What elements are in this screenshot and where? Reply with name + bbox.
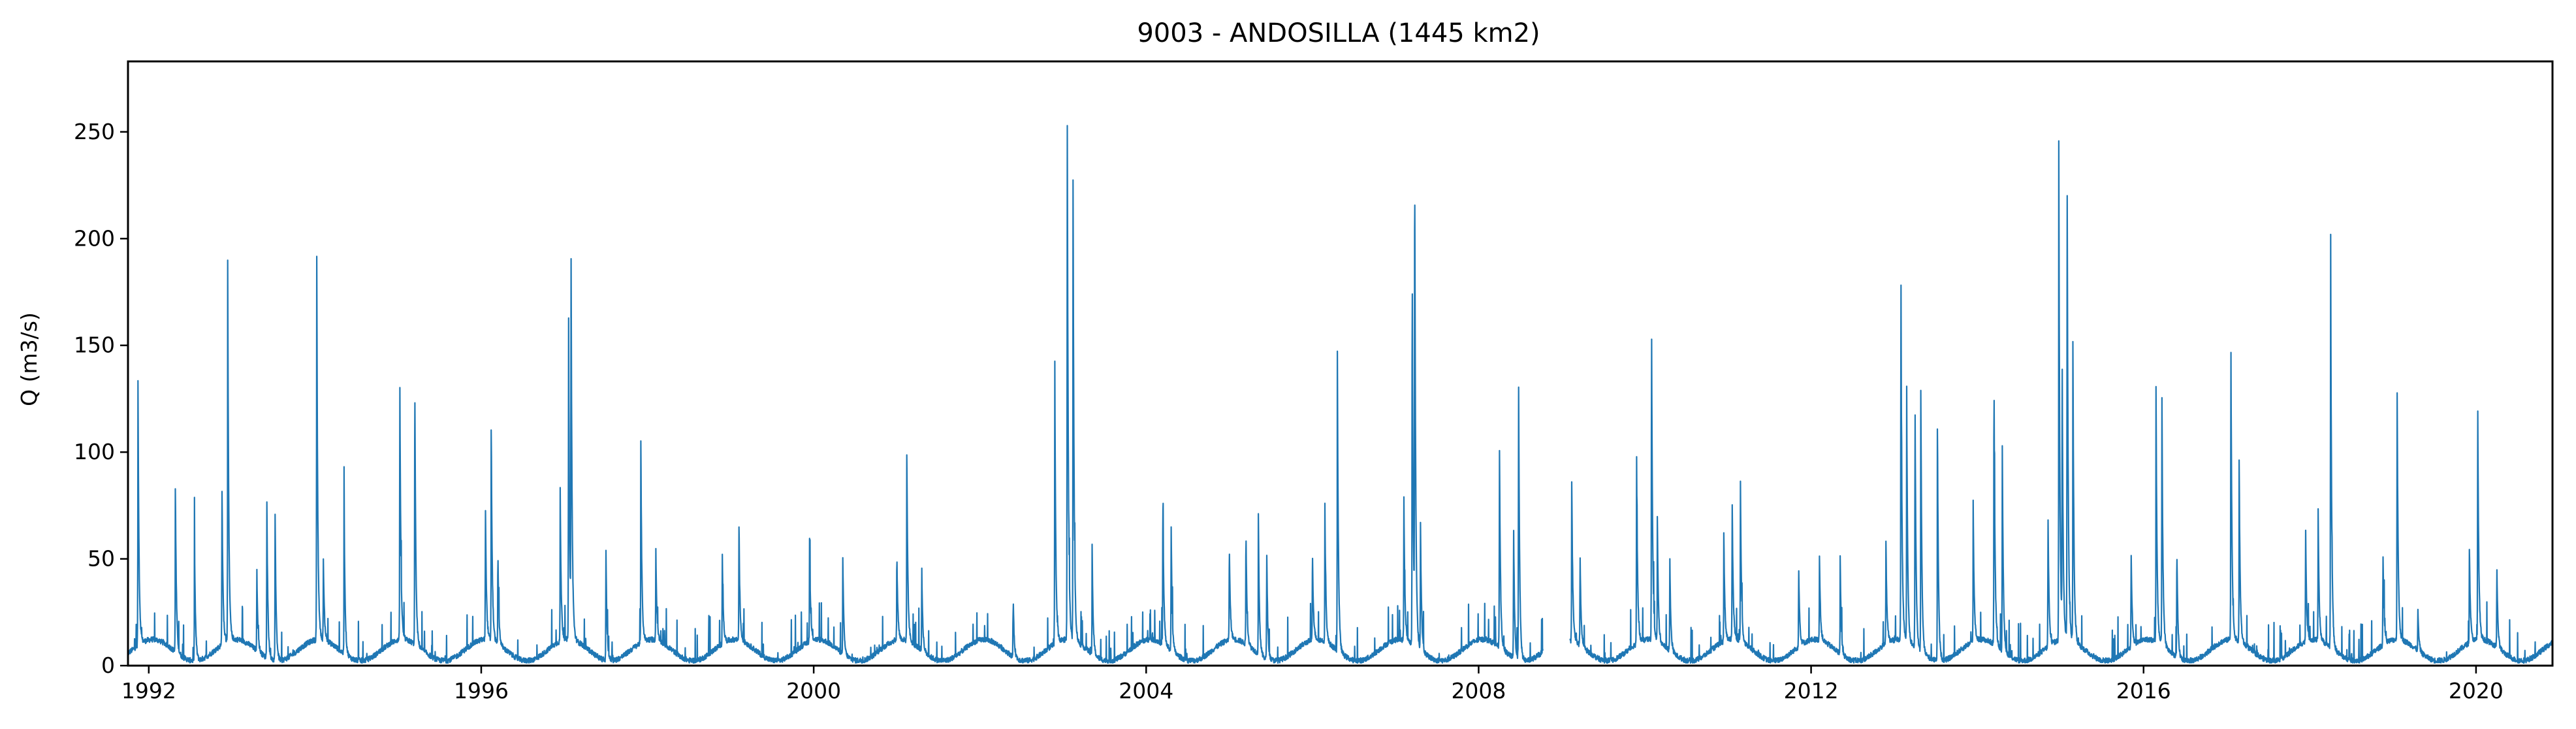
y-tick-label: 200 — [74, 225, 115, 251]
x-tick-label: 2000 — [786, 678, 841, 704]
discharge-series-line — [127, 125, 2554, 664]
plot-frame — [127, 60, 2554, 667]
y-tick-label: 250 — [74, 119, 115, 144]
y-axis-label: Q (m3/s) — [16, 312, 42, 406]
x-tick-label: 1992 — [121, 678, 176, 704]
y-tick-label: 50 — [87, 546, 115, 572]
x-tick-label: 1996 — [454, 678, 509, 704]
x-tick-label: 2004 — [1119, 678, 1173, 704]
x-axis: 1992 1996 2000 2004 2008 2012 2016 2020 — [121, 666, 2504, 704]
y-axis: 0 50 100 150 200 250 — [74, 119, 128, 678]
series-layer — [127, 125, 2554, 664]
x-tick-label: 2008 — [1451, 678, 1506, 704]
y-tick-label: 150 — [74, 332, 115, 358]
x-tick-label: 2020 — [2449, 678, 2504, 704]
y-tick-label: 100 — [74, 439, 115, 464]
x-tick-label: 2016 — [2116, 678, 2171, 704]
x-tick-label: 2012 — [1784, 678, 1839, 704]
chart-title: 9003 - ANDOSILLA (1445 km2) — [1137, 18, 1540, 48]
y-tick-label: 0 — [101, 653, 115, 678]
